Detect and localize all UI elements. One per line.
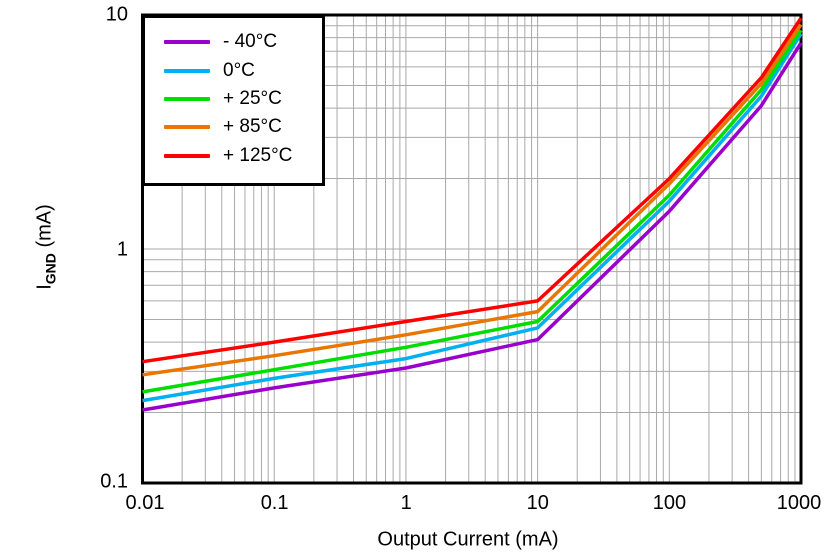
y-axis-label-subscript: GND [42, 253, 59, 285]
legend-item-plus25: + 25°C [145, 85, 322, 113]
x-tick-100: 100 [652, 492, 687, 514]
x-tick-10: 10 [526, 492, 549, 514]
legend-item-minus40: - 40°C [145, 28, 322, 56]
legend-item-0: 0°C [145, 56, 322, 84]
legend-label-plus25: + 25°C [223, 87, 282, 109]
legend-line-plus85 [164, 125, 210, 130]
y-axis-label: IGND (mA) [34, 204, 59, 290]
legend-label-0: 0°C [223, 59, 255, 81]
y-tick-10: 10 [105, 3, 128, 26]
legend-box: - 40°C 0°C + 25°C + 85°C + 125°C [142, 15, 325, 186]
legend-item-plus125: + 125°C [145, 142, 322, 170]
legend-line-minus40 [164, 40, 210, 45]
legend-line-plus25 [164, 96, 210, 101]
x-tick-1000: 1000 [776, 492, 822, 514]
legend-line-plus125 [164, 153, 210, 158]
legend-label-plus125: + 125°C [223, 144, 293, 166]
x-tick-0p01: 0.01 [125, 492, 165, 514]
x-axis-label: Output Current (mA) [377, 528, 559, 551]
x-tick-1: 1 [400, 492, 412, 514]
y-axis-label-unit: (mA) [33, 204, 56, 254]
y-tick-0p1: 0.1 [100, 470, 128, 493]
y-tick-1: 1 [116, 238, 128, 261]
x-tick-0p1: 0.1 [260, 492, 289, 514]
y-axis-label-symbol: I [33, 284, 56, 290]
legend-label-plus85: + 85°C [223, 116, 282, 138]
legend-line-0 [164, 68, 210, 73]
legend-item-plus85: + 85°C [145, 113, 322, 141]
legend-label-minus40: - 40°C [223, 31, 278, 53]
